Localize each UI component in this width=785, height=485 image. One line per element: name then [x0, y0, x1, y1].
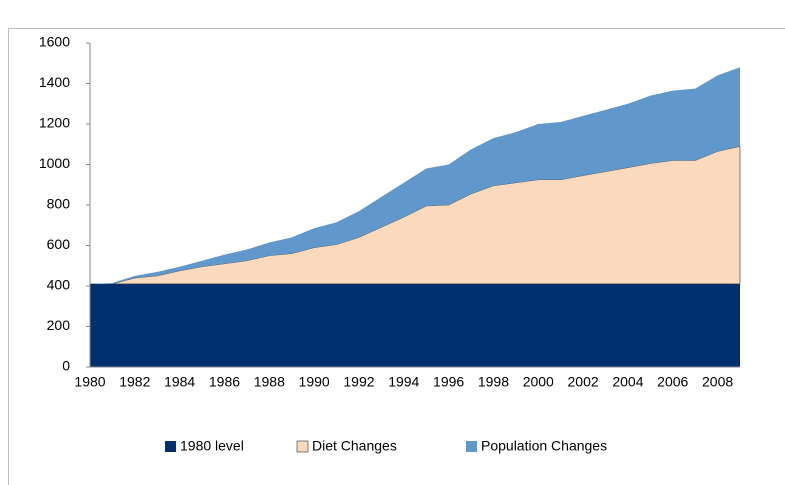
x-tick-label: 2004	[612, 374, 643, 390]
x-tick-label: 1984	[164, 374, 195, 390]
y-tick-label: 1000	[39, 155, 70, 171]
x-tick-label: 1982	[119, 374, 150, 390]
x-tick-label: 2008	[702, 374, 733, 390]
x-tick-label: 1986	[209, 374, 240, 390]
x-tick-label: 1990	[299, 374, 330, 390]
y-tick-label: 600	[47, 236, 71, 252]
legend-label: Population Changes	[481, 438, 607, 454]
legend-label: 1980 level	[180, 438, 244, 454]
x-tick-label: 2006	[657, 374, 688, 390]
legend-swatch	[296, 440, 309, 453]
area	[90, 283, 740, 367]
legend-swatch	[165, 441, 176, 452]
x-tick-label: 2002	[568, 374, 599, 390]
x-tick-label: 1998	[478, 374, 509, 390]
legend-label: Diet Changes	[312, 438, 397, 454]
x-tick-label: 1988	[254, 374, 285, 390]
x-tick-label: 1980	[74, 374, 105, 390]
y-tick-label: 200	[47, 317, 71, 333]
y-tick-label: 1400	[39, 74, 70, 90]
area	[90, 67, 740, 284]
y-tick-label: 800	[47, 196, 71, 212]
y-tick-label: 1600	[39, 34, 70, 50]
legend-swatch	[466, 441, 477, 452]
x-tick-label: 1992	[343, 374, 374, 390]
y-tick-label: 1200	[39, 115, 70, 131]
area	[90, 145, 741, 285]
x-tick-label: 1994	[388, 374, 419, 390]
x-tick-label: 1996	[433, 374, 464, 390]
y-tick-label: 0	[62, 358, 70, 374]
y-tick-label: 400	[47, 277, 71, 293]
x-tick-label: 2000	[523, 374, 554, 390]
